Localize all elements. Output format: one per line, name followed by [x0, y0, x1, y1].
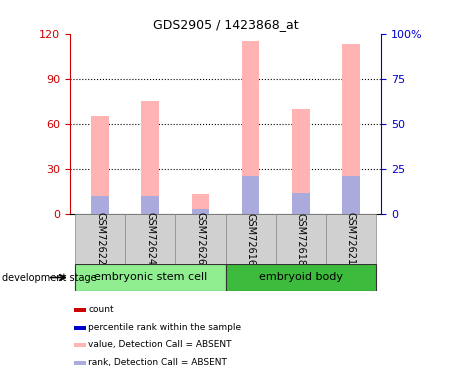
- Text: GSM72618: GSM72618: [296, 213, 306, 266]
- Bar: [192, 209, 209, 214]
- FancyBboxPatch shape: [326, 214, 376, 264]
- Text: GSM72626: GSM72626: [195, 213, 205, 266]
- FancyBboxPatch shape: [75, 214, 125, 264]
- Text: GSM72622: GSM72622: [95, 212, 105, 266]
- Text: GSM72624: GSM72624: [145, 213, 155, 266]
- FancyBboxPatch shape: [276, 214, 326, 264]
- Bar: [91, 196, 109, 214]
- Title: GDS2905 / 1423868_at: GDS2905 / 1423868_at: [153, 18, 298, 31]
- Bar: [142, 101, 159, 214]
- Bar: [74, 361, 86, 365]
- Bar: [74, 326, 86, 330]
- Bar: [91, 116, 109, 214]
- FancyBboxPatch shape: [175, 214, 226, 264]
- Bar: [292, 193, 309, 214]
- Text: rank, Detection Call = ABSENT: rank, Detection Call = ABSENT: [88, 358, 227, 368]
- Bar: [75, 264, 226, 291]
- Text: embryoid body: embryoid body: [259, 273, 343, 282]
- Bar: [242, 41, 259, 214]
- Text: percentile rank within the sample: percentile rank within the sample: [88, 323, 241, 332]
- Bar: [74, 343, 86, 347]
- FancyBboxPatch shape: [125, 214, 175, 264]
- Text: GSM72616: GSM72616: [246, 213, 256, 266]
- Bar: [192, 194, 209, 214]
- Bar: [342, 176, 360, 214]
- Bar: [342, 44, 360, 214]
- FancyBboxPatch shape: [226, 214, 276, 264]
- Text: GSM72621: GSM72621: [346, 213, 356, 266]
- Bar: [74, 308, 86, 312]
- Text: count: count: [88, 305, 114, 314]
- Text: development stage: development stage: [2, 273, 97, 283]
- Text: value, Detection Call = ABSENT: value, Detection Call = ABSENT: [88, 340, 232, 350]
- Bar: [292, 109, 309, 214]
- Text: embryonic stem cell: embryonic stem cell: [94, 273, 207, 282]
- Bar: [226, 264, 376, 291]
- Bar: [242, 176, 259, 214]
- Bar: [142, 196, 159, 214]
